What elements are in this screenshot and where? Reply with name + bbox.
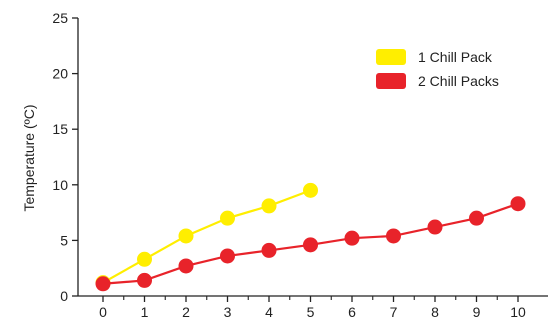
data-point [137,251,152,267]
y-axis-label: Temperature (ºC) [21,104,37,211]
data-point [303,182,318,198]
x-axis-ticks: 0 1 2 3 4 5 6 7 8 9 10 [99,296,526,320]
x-tick-label: 4 [265,304,273,320]
y-tick-label: 5 [60,232,68,248]
series-line [102,189,311,284]
data-point [427,219,443,235]
axes [77,18,548,297]
data-point [344,230,360,246]
series-layer [95,182,526,292]
x-tick-label: 1 [141,304,149,320]
y-tick-label: 0 [60,288,68,304]
data-point [510,196,526,212]
data-point [137,272,152,288]
y-tick-label: 20 [52,66,68,82]
data-point [178,228,194,244]
x-tick-label: 2 [182,304,190,320]
x-tick-label: 6 [348,304,356,320]
data-point [220,210,235,226]
y-tick-label: 25 [52,10,68,26]
legend-swatch [376,49,406,65]
data-point [178,258,194,274]
legend-item: 1 Chill Pack [376,49,493,65]
x-tick-label: 5 [307,304,315,320]
x-tick-label: 0 [99,304,107,320]
x-tick-label: 9 [473,304,481,320]
y-tick-label: 15 [52,121,68,137]
legend-item: 2 Chill Packs [376,73,499,89]
legend-swatch [376,73,406,89]
y-axis-title: Temperature (ºC) [21,104,37,211]
data-point [261,242,277,258]
legend: 1 Chill Pack 2 Chill Packs [376,49,499,89]
data-point [261,198,277,214]
x-tick-label: 8 [431,304,439,320]
series-2 [95,196,526,292]
y-tick-label: 10 [52,177,68,193]
data-point [303,237,318,253]
x-tick-label: 7 [390,304,398,320]
legend-label: 1 Chill Pack [418,49,493,65]
x-tick-label: 3 [224,304,232,320]
data-point [220,248,235,264]
y-axis-ticks: 0 5 10 15 20 25 [52,10,78,304]
data-point [95,276,111,292]
data-point [469,210,484,226]
data-point [386,228,401,244]
series-1 [95,182,318,291]
legend-label: 2 Chill Packs [418,73,499,89]
x-tick-label: 10 [510,304,526,320]
